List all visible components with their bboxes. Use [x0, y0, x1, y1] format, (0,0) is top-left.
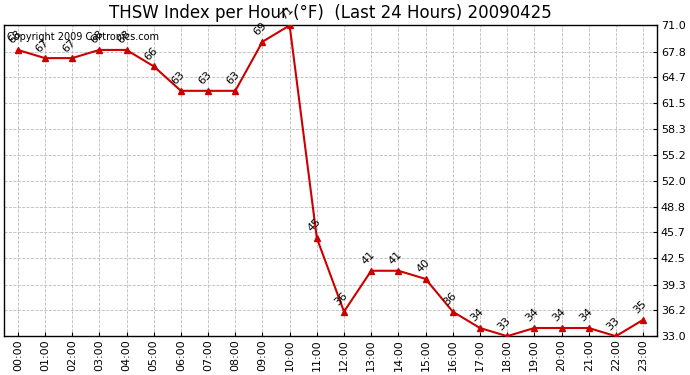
Text: 34: 34 — [578, 307, 595, 324]
Text: 63: 63 — [224, 70, 241, 87]
Text: 69: 69 — [251, 21, 268, 38]
Text: 40: 40 — [415, 258, 431, 275]
Text: 68: 68 — [115, 29, 132, 46]
Text: Copyright 2009 Cartronics.com: Copyright 2009 Cartronics.com — [8, 32, 159, 42]
Text: 68: 68 — [7, 29, 23, 46]
Title: THSW Index per Hour (°F)  (Last 24 Hours) 20090425: THSW Index per Hour (°F) (Last 24 Hours)… — [109, 4, 552, 22]
Text: 34: 34 — [469, 307, 486, 324]
Text: 33: 33 — [496, 315, 513, 332]
Text: 68: 68 — [88, 29, 106, 46]
Text: 63: 63 — [197, 70, 214, 87]
Text: 63: 63 — [170, 70, 187, 87]
Text: 36: 36 — [333, 291, 350, 308]
Text: 67: 67 — [61, 37, 78, 54]
Text: 34: 34 — [523, 307, 540, 324]
Text: 41: 41 — [387, 249, 404, 267]
Text: 71: 71 — [279, 4, 295, 21]
Text: 36: 36 — [442, 291, 459, 308]
Text: 67: 67 — [34, 37, 51, 54]
Text: 34: 34 — [551, 307, 567, 324]
Text: 35: 35 — [632, 298, 649, 316]
Text: 45: 45 — [306, 217, 323, 234]
Text: 66: 66 — [143, 45, 159, 62]
Text: 33: 33 — [604, 315, 622, 332]
Text: 41: 41 — [360, 249, 377, 267]
